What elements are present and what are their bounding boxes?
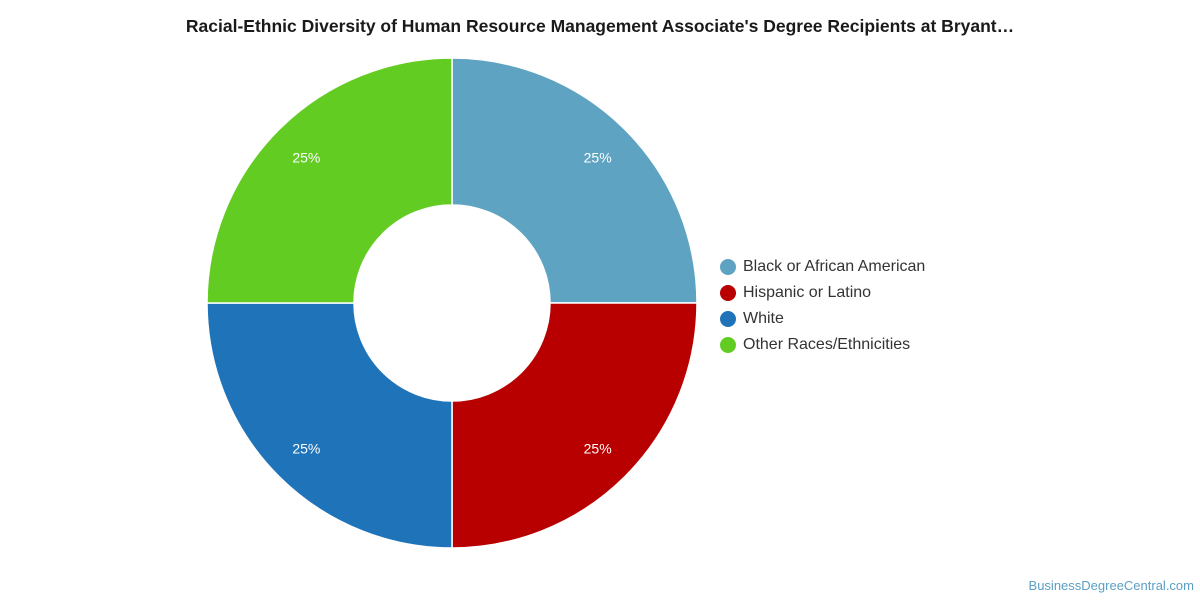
legend-swatch-icon: [720, 285, 736, 301]
legend-item-1[interactable]: Hispanic or Latino: [720, 280, 925, 306]
slice-value-label-2: 25%: [292, 441, 320, 457]
legend-label: Black or African American: [743, 258, 926, 275]
donut-slice-2[interactable]: [206, 302, 453, 549]
legend-label: Other Races/Ethnicities: [743, 336, 911, 353]
legend-item-2[interactable]: White: [720, 306, 925, 332]
donut-slice-0[interactable]: [451, 57, 698, 304]
legend-swatch-icon: [720, 259, 736, 275]
slice-value-label-1: 25%: [584, 441, 612, 457]
legend-item-0[interactable]: Black or African American: [720, 254, 925, 280]
legend-swatch-icon: [720, 337, 736, 353]
legend-swatch-icon: [720, 311, 736, 327]
watermark[interactable]: BusinessDegreeCentral.com: [1028, 578, 1194, 593]
legend: Black or African American Hispanic or Lat…: [720, 254, 925, 358]
legend-label: White: [743, 310, 784, 327]
donut-slice-1[interactable]: [451, 302, 698, 549]
legend-item-3[interactable]: Other Races/Ethnicities: [720, 332, 925, 358]
slice-value-label-3: 25%: [292, 149, 320, 165]
legend-label: Hispanic or Latino: [743, 284, 872, 301]
slice-value-label-0: 25%: [584, 149, 612, 165]
chart-title: Racial-Ethnic Diversity of Human Resourc…: [185, 16, 1015, 36]
donut-slice-3[interactable]: [206, 57, 453, 304]
